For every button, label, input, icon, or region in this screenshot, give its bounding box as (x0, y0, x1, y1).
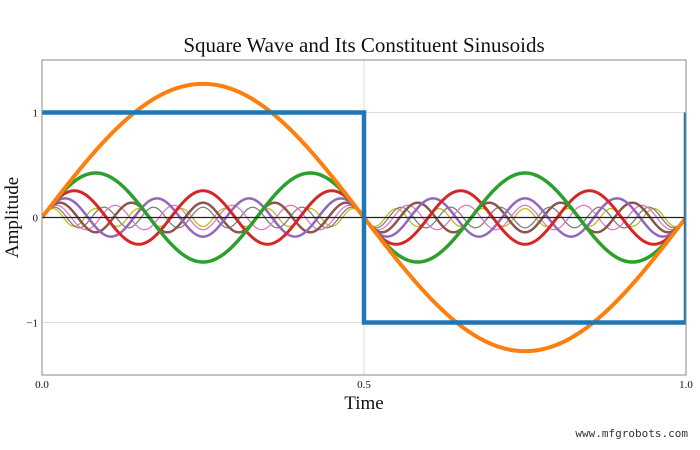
y-tick-label: 1 (33, 108, 39, 120)
x-axis-label: Time (344, 393, 383, 414)
watermark: www.mfgrobots.com (575, 427, 688, 440)
y-tick-label: −1 (26, 318, 38, 330)
x-tick-label: 0.0 (35, 379, 49, 391)
square-wave-line (42, 110, 686, 325)
y-tick-label: 0 (33, 213, 39, 225)
y-axis-label: Amplitude (2, 177, 23, 258)
x-tick-label: 1.0 (679, 379, 693, 391)
chart-title: Square Wave and Its Constituent Sinusoid… (183, 33, 545, 57)
plot-area (42, 81, 686, 354)
axes-frame (41, 59, 687, 376)
x-tick-label: 0.5 (357, 379, 371, 391)
